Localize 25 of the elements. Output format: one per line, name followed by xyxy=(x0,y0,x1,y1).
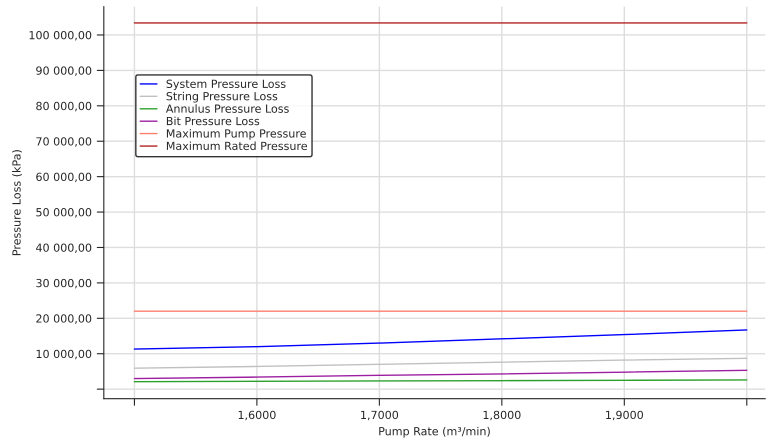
legend-label: Maximum Pump Pressure xyxy=(166,129,306,140)
y-tick-label: 30 000,00 xyxy=(36,278,92,288)
y-tick-label: 80 000,00 xyxy=(36,102,92,112)
x-tick-label: 1,8000 xyxy=(484,410,521,420)
line-series xyxy=(134,358,748,369)
y-tick-label: 100 000,00 xyxy=(30,30,92,40)
legend-label: String Pressure Loss xyxy=(166,92,278,103)
x-tick-label: 1,9000 xyxy=(606,410,644,420)
y-tick-label: 70 000,00 xyxy=(36,137,92,147)
legend-label: System Pressure Loss xyxy=(166,80,286,90)
y-axis-title: Pressure Loss (kPa) xyxy=(12,150,22,256)
y-tick-label: 20 000,00 xyxy=(36,314,92,324)
line-series xyxy=(134,370,748,380)
legend-label: Maximum Rated Pressure xyxy=(166,141,307,150)
x-axis-title: Pump Rate (m³/min) xyxy=(379,426,490,438)
legend-label: Annulus Pressure Loss xyxy=(166,104,289,113)
legend-label: Bit Pressure Loss xyxy=(166,116,260,126)
y-tick-label: 10 000,00 xyxy=(36,350,92,360)
y-tick-label: 40 000,00 xyxy=(36,243,92,253)
y-tick-label: 60 000,00 xyxy=(36,172,92,182)
x-tick-label: 1,6000 xyxy=(238,410,276,420)
y-tick-label: 90 000,00 xyxy=(36,66,92,76)
x-tick-label: 1,7000 xyxy=(361,410,398,420)
y-tick-label: 50 000,00 xyxy=(36,208,92,218)
line-series xyxy=(134,329,748,350)
